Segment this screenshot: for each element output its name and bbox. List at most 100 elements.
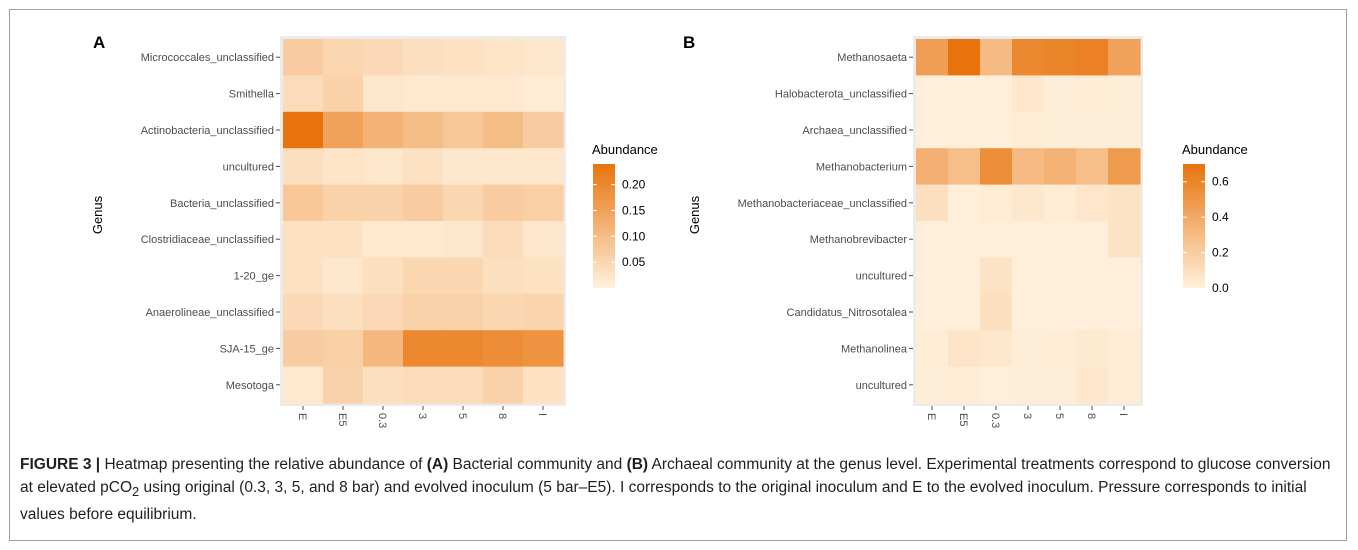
y-tick-label: SJA-15_ge xyxy=(220,343,274,355)
heatmap-cell xyxy=(916,293,949,331)
heatmap-cell xyxy=(948,75,981,113)
heatmap-cell xyxy=(443,111,484,149)
heatmap-cell xyxy=(1044,184,1077,222)
heatmap-cell xyxy=(523,257,564,295)
heatmap-cell xyxy=(403,148,444,186)
y-tick-label: uncultured xyxy=(856,380,907,392)
heatmap-cell xyxy=(1108,257,1141,295)
heatmap-cell xyxy=(443,366,484,404)
heatmap-cell xyxy=(948,257,981,295)
heatmap-cell xyxy=(443,330,484,368)
heatmap-cell xyxy=(323,39,364,76)
heatmap-cell xyxy=(980,148,1013,186)
heatmap-cell xyxy=(363,330,404,368)
heatmap-cell xyxy=(323,75,364,113)
heatmap-cell xyxy=(916,330,949,368)
heatmap-cell xyxy=(980,293,1013,331)
heatmap-panel-b: B Methanosaeta Halobacterota_unclassified A… xyxy=(683,33,1248,428)
heatmap-cell xyxy=(323,366,364,404)
heatmap-cell xyxy=(403,111,444,149)
heatmap-cell xyxy=(403,75,444,113)
heatmap-cell xyxy=(363,148,404,186)
y-axis-title: Genus xyxy=(90,195,105,234)
legend-colorbar xyxy=(593,164,615,288)
heatmap-cell xyxy=(403,257,444,295)
heatmap-cell xyxy=(1012,111,1045,149)
heatmap-cell xyxy=(948,184,981,222)
heatmap-cell xyxy=(363,293,404,331)
heatmap-cell xyxy=(483,293,524,331)
x-tick-label: E5 xyxy=(957,413,969,426)
legend-title: Abundance xyxy=(592,142,658,157)
heatmap-cell xyxy=(1012,221,1045,258)
heatmap-cell xyxy=(403,293,444,331)
heatmap-cell xyxy=(1076,330,1109,368)
heatmap-cell xyxy=(443,184,484,222)
heatmap-cell xyxy=(1108,366,1141,404)
heatmap-cell xyxy=(283,330,324,368)
legend-tick-label: 0.15 xyxy=(622,204,646,218)
x-tick-label: 8 xyxy=(1085,413,1097,419)
heatmap-cell xyxy=(1012,330,1045,368)
heatmap-cell xyxy=(1044,221,1077,258)
panel-letter: B xyxy=(683,33,695,52)
legend-tick-label: 0.10 xyxy=(622,229,646,243)
heatmap-cell xyxy=(323,293,364,331)
y-tick-label: Methanosaeta xyxy=(837,52,908,64)
heatmap-cell xyxy=(916,366,949,404)
heatmap-cell xyxy=(1076,39,1109,76)
heatmap-cell xyxy=(1076,221,1109,258)
y-tick-label: Halobacterota_unclassified xyxy=(775,89,907,101)
heatmap-cell xyxy=(1012,148,1045,186)
heatmap-cell xyxy=(483,184,524,222)
heatmap-cell xyxy=(1012,75,1045,113)
y-tick-label: uncultured xyxy=(223,161,274,173)
x-tick-label: 5 xyxy=(1053,413,1065,419)
figure-caption: FIGURE 3 | Heatmap presenting the relati… xyxy=(20,453,1340,526)
heatmap-cell xyxy=(323,257,364,295)
heatmap-cell xyxy=(283,257,324,295)
heatmap-cell xyxy=(483,366,524,404)
heatmap-cell xyxy=(1076,293,1109,331)
heatmap-cell xyxy=(523,39,564,76)
panel-letter: A xyxy=(93,33,105,52)
heatmap-cell xyxy=(523,184,564,222)
y-tick-label: Actinobacteria_unclassified xyxy=(141,125,274,137)
heatmap-cell xyxy=(483,148,524,186)
heatmap-cell xyxy=(1108,184,1141,222)
caption-label: FIGURE 3 xyxy=(20,456,92,473)
heatmap-cell xyxy=(1076,257,1109,295)
heatmap-cell xyxy=(948,39,981,76)
heatmap-cell xyxy=(483,75,524,113)
heatmap-cell xyxy=(483,257,524,295)
caption-panel-b-ref: (B) xyxy=(626,456,649,473)
heatmap-cell xyxy=(283,184,324,222)
heatmap-cell xyxy=(523,148,564,186)
heatmap-cell xyxy=(916,148,949,186)
heatmap-cell xyxy=(363,366,404,404)
heatmap-cell xyxy=(523,75,564,113)
legend-tick-label: 0.0 xyxy=(1212,281,1229,295)
heatmap-cell xyxy=(916,257,949,295)
heatmap-cell xyxy=(948,148,981,186)
heatmap-cell xyxy=(948,221,981,258)
heatmap-cell xyxy=(916,75,949,113)
heatmap-cell xyxy=(323,184,364,222)
heatmap-cell xyxy=(323,111,364,149)
heatmap-cell xyxy=(443,257,484,295)
heatmap-cell xyxy=(980,75,1013,113)
heatmap-cell xyxy=(1108,39,1141,76)
heatmap-cell xyxy=(523,111,564,149)
heatmap-cell xyxy=(1012,39,1045,76)
heatmap-cell xyxy=(483,111,524,149)
heatmap-cell xyxy=(483,330,524,368)
caption-text-2: Bacterial community and xyxy=(448,456,627,473)
heatmap-cell xyxy=(283,75,324,113)
heatmap-cell xyxy=(363,221,404,258)
heatmap-cell xyxy=(523,366,564,404)
y-tick-label: Mesotoga xyxy=(226,380,275,392)
heatmap-cell xyxy=(443,148,484,186)
heatmap-cell xyxy=(916,221,949,258)
heatmap-cell xyxy=(1012,293,1045,331)
